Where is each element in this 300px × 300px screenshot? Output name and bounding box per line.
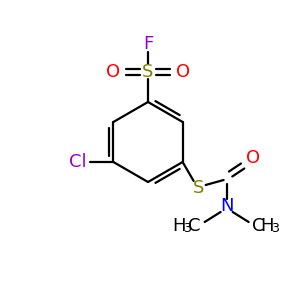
Text: H: H xyxy=(172,217,185,235)
Text: Cl: Cl xyxy=(68,153,86,171)
Text: S: S xyxy=(142,63,154,81)
Text: O: O xyxy=(106,63,120,81)
Text: O: O xyxy=(246,149,260,167)
Text: C: C xyxy=(188,217,201,235)
Text: 3: 3 xyxy=(183,223,190,236)
Text: F: F xyxy=(143,35,153,53)
Text: H: H xyxy=(260,217,273,235)
Text: N: N xyxy=(220,197,233,215)
Text: 3: 3 xyxy=(271,223,279,236)
Text: C: C xyxy=(252,217,265,235)
Text: O: O xyxy=(176,63,190,81)
Text: S: S xyxy=(193,179,204,197)
